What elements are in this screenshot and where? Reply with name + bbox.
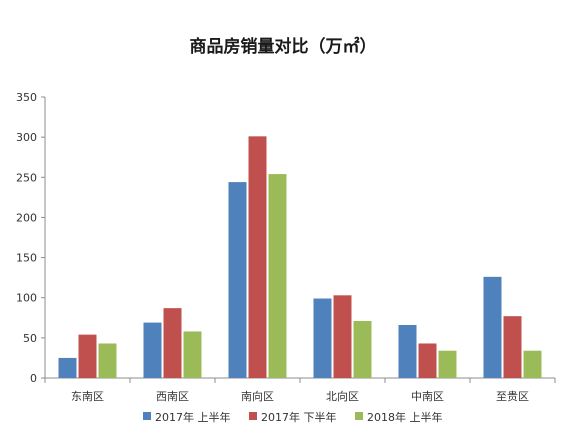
legend-swatch — [143, 412, 151, 420]
y-tick-label: 150 — [16, 252, 37, 265]
legend-swatch — [249, 412, 257, 420]
x-category-label: 南向区 — [241, 389, 274, 403]
bar — [98, 343, 117, 378]
bar — [523, 350, 542, 378]
bar — [313, 298, 332, 378]
bar — [483, 276, 502, 378]
bar — [398, 325, 417, 378]
x-axis: 东南区 西南区 南向区 北向区 中南区 至贵区 — [44, 377, 556, 403]
legend-label: 2018年 上半年 — [367, 410, 443, 424]
bar — [183, 331, 202, 378]
x-category-label: 西南区 — [156, 390, 189, 403]
y-axis: 0 50 100 150 200 250 300 350 — [16, 91, 46, 385]
bar — [58, 357, 77, 378]
x-category-label: 北向区 — [326, 389, 359, 403]
x-category-label: 中南区 — [411, 390, 444, 403]
y-tick-label: 100 — [16, 292, 37, 305]
bar — [228, 182, 247, 378]
y-tick-label: 200 — [16, 211, 37, 224]
bars — [58, 136, 542, 378]
y-tick-label: 300 — [16, 131, 37, 144]
chart-title: 商品房销量对比（万㎡） — [190, 36, 377, 57]
bar — [438, 350, 457, 378]
bar — [353, 320, 372, 378]
y-tick-label: 350 — [16, 91, 37, 104]
bar — [248, 136, 267, 378]
bar — [333, 295, 352, 378]
legend-label: 2017年 下半年 — [261, 410, 337, 424]
legend-swatch — [355, 412, 363, 420]
x-category-label: 至贵区 — [496, 390, 529, 403]
y-tick-label: 0 — [30, 372, 37, 385]
bar — [143, 322, 162, 378]
bar — [268, 174, 287, 378]
legend: 2017年 上半年 2017年 下半年 2018年 上半年 — [143, 410, 443, 424]
legend-label: 2017年 上半年 — [155, 410, 231, 424]
bar — [418, 343, 437, 378]
bar — [503, 316, 522, 378]
y-tick-label: 250 — [16, 171, 37, 184]
x-category-label: 东南区 — [71, 390, 104, 403]
y-tick-label: 50 — [23, 332, 37, 345]
bar — [78, 334, 97, 378]
bar — [163, 308, 182, 378]
